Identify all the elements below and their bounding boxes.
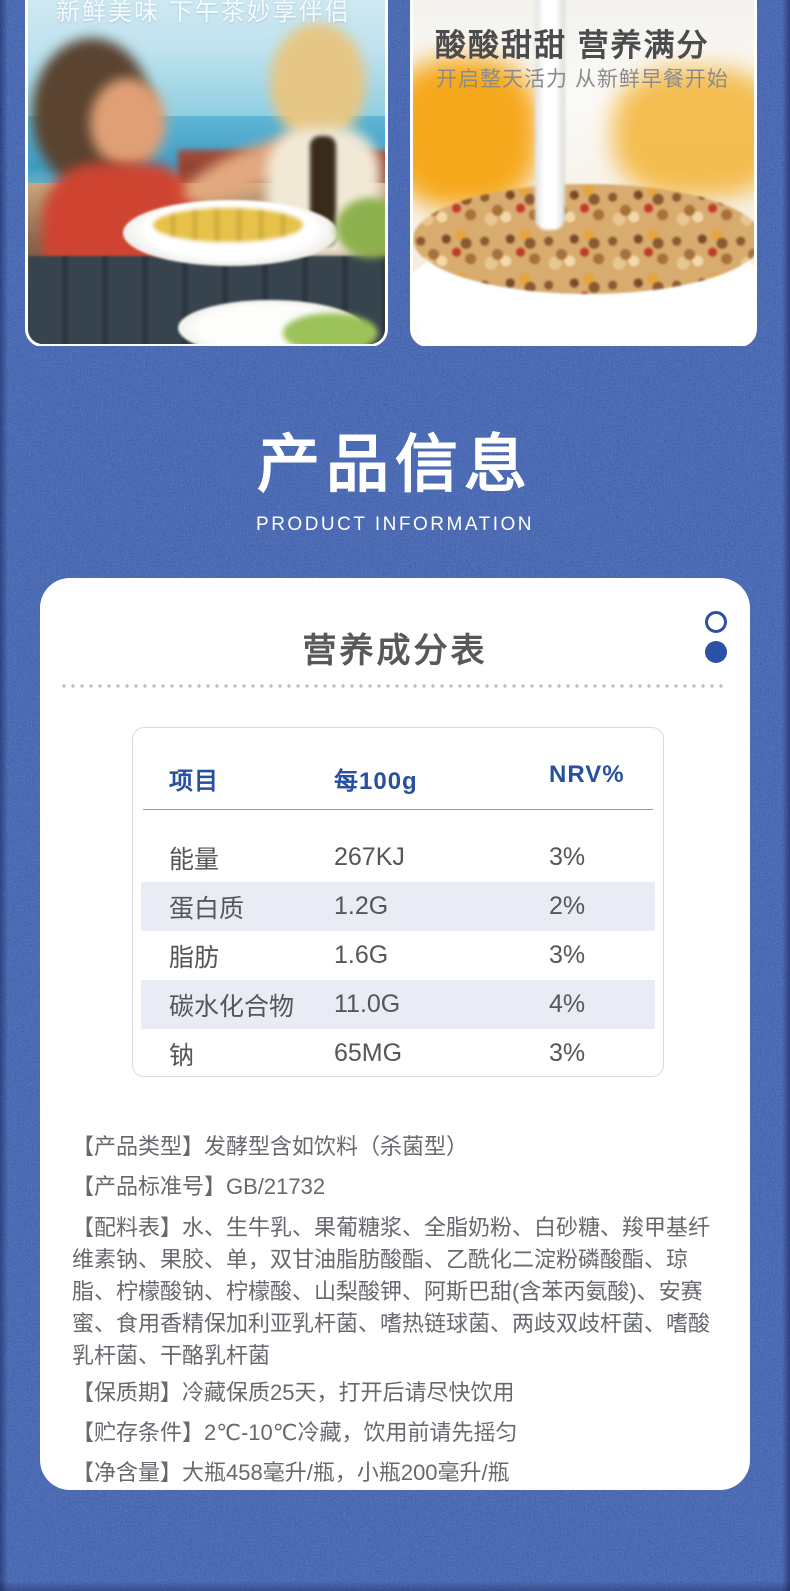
corn-graphic [153,208,303,242]
face-graphic [90,78,166,168]
photo-breakfast-scene: 酸酸甜甜 营养满分 开启整天活力 从新鲜早餐开始 [410,0,757,346]
column-header-per100g: 每100g [334,768,418,795]
row-nrv-value: 3% [549,843,586,871]
nutrition-table-body: 能量 267KJ 3% 蛋白质 1.2G 2% 脂肪 1.6G 3% 碳水化合物… [133,810,663,1076]
column-header-nrv: NRV% [549,761,625,788]
lettuce-graphic [283,313,378,344]
table-row: 碳水化合物 11.0G 4% [141,980,655,1029]
detail-label: 【配料表】 [72,1215,183,1240]
detail-label: 【净含量】 [72,1460,183,1485]
row-nrv-value: 2% [549,892,586,920]
row-item-name: 蛋白质 [169,894,245,923]
product-details: 【产品类型】发酵型含如饮料（杀菌型） 【产品标准号】GB/21732 【配料表】… [72,1132,726,1498]
hero-photo-strip: 新鲜美味 下午茶妙享伴侣 酸酸甜甜 营养满分 开启整天活力 从新鲜早餐开始 [0,0,790,346]
photo-subheadline: 开启整天活力 从新鲜早餐开始 [436,68,729,91]
detail-item: 【净含量】大瓶458毫升/瓶，小瓶200毫升/瓶 [72,1458,726,1488]
detail-label: 【保质期】 [72,1380,183,1405]
detail-label: 【贮存条件】 [72,1420,205,1445]
row-nrv-value: 3% [549,1039,586,1067]
granola-graphic [413,184,754,294]
photo-caption: 新鲜美味 下午茶妙享伴侣 [56,0,351,26]
detail-value: 冷藏保质25天，打开后请尽快饮用 [182,1380,515,1405]
row-nrv-value: 3% [549,941,586,969]
nutrition-table-header: 项目 每100g NRV% [133,728,663,796]
detail-item: 【配料表】水、生牛乳、果葡糖浆、全脂奶粉、白砂糖、羧甲基纤维素钠、果胶、单，双甘… [72,1212,726,1372]
dot-filled-icon [705,641,727,663]
nutrition-card-title: 营养成分表 [302,632,488,670]
nutrition-card: 营养成分表 项目 每100g NRV% 能量 267KJ 3% 蛋白质 1.2G… [40,578,750,1490]
table-row: 能量 267KJ 3% [141,833,655,882]
row-item-name: 能量 [169,845,220,874]
detail-item: 【贮存条件】2℃-10℃冷藏，饮用前请先摇匀 [72,1418,726,1448]
nutrition-table: 项目 每100g NRV% 能量 267KJ 3% 蛋白质 1.2G 2% 脂肪… [132,727,664,1077]
blond-hair-graphic [270,23,366,143]
table-row: 蛋白质 1.2G 2% [141,882,655,931]
row-item-name: 碳水化合物 [169,992,295,1021]
carousel-dots [705,611,729,663]
table-row: 脂肪 1.6G 3% [141,931,655,980]
photo-headline: 酸酸甜甜 营养满分 [435,28,710,63]
section-header: 产品信息 PRODUCT INFORMATION [0,426,790,536]
detail-item: 【产品标准号】GB/21732 [72,1172,726,1202]
row-per100g-value: 267KJ [334,843,405,871]
row-per100g-value: 1.2G [334,892,389,920]
section-subtitle: PRODUCT INFORMATION [256,513,534,535]
detail-value: 2℃-10℃冷藏，饮用前请先摇匀 [204,1420,518,1445]
dotted-divider [62,684,728,688]
detail-value: 发酵型含如饮料（杀菌型） [204,1134,469,1159]
column-header-item: 项目 [169,768,219,795]
detail-value: 大瓶458毫升/瓶，小瓶200毫升/瓶 [182,1460,510,1485]
row-per100g-value: 65MG [334,1039,403,1067]
detail-item: 【保质期】冷藏保质25天，打开后请尽快饮用 [72,1378,726,1408]
row-per100g-value: 11.0G [334,990,401,1018]
dot-outline-icon [705,611,727,633]
page-bottom-shadow [0,1581,790,1591]
row-item-name: 脂肪 [169,943,220,972]
row-nrv-value: 4% [549,990,586,1018]
detail-label: 【产品标准号】 [72,1174,227,1199]
detail-label: 【产品类型】 [72,1134,205,1159]
table-row: 钠 65MG 3% [141,1029,655,1076]
detail-value: GB/21732 [226,1174,326,1199]
detail-item: 【产品类型】发酵型含如饮料（杀菌型） [72,1132,726,1162]
row-per100g-value: 1.6G [334,941,389,969]
section-title: 产品信息 [257,430,533,500]
photo-dining-scene: 新鲜美味 下午茶妙享伴侣 [25,0,388,346]
row-item-name: 钠 [169,1041,195,1070]
